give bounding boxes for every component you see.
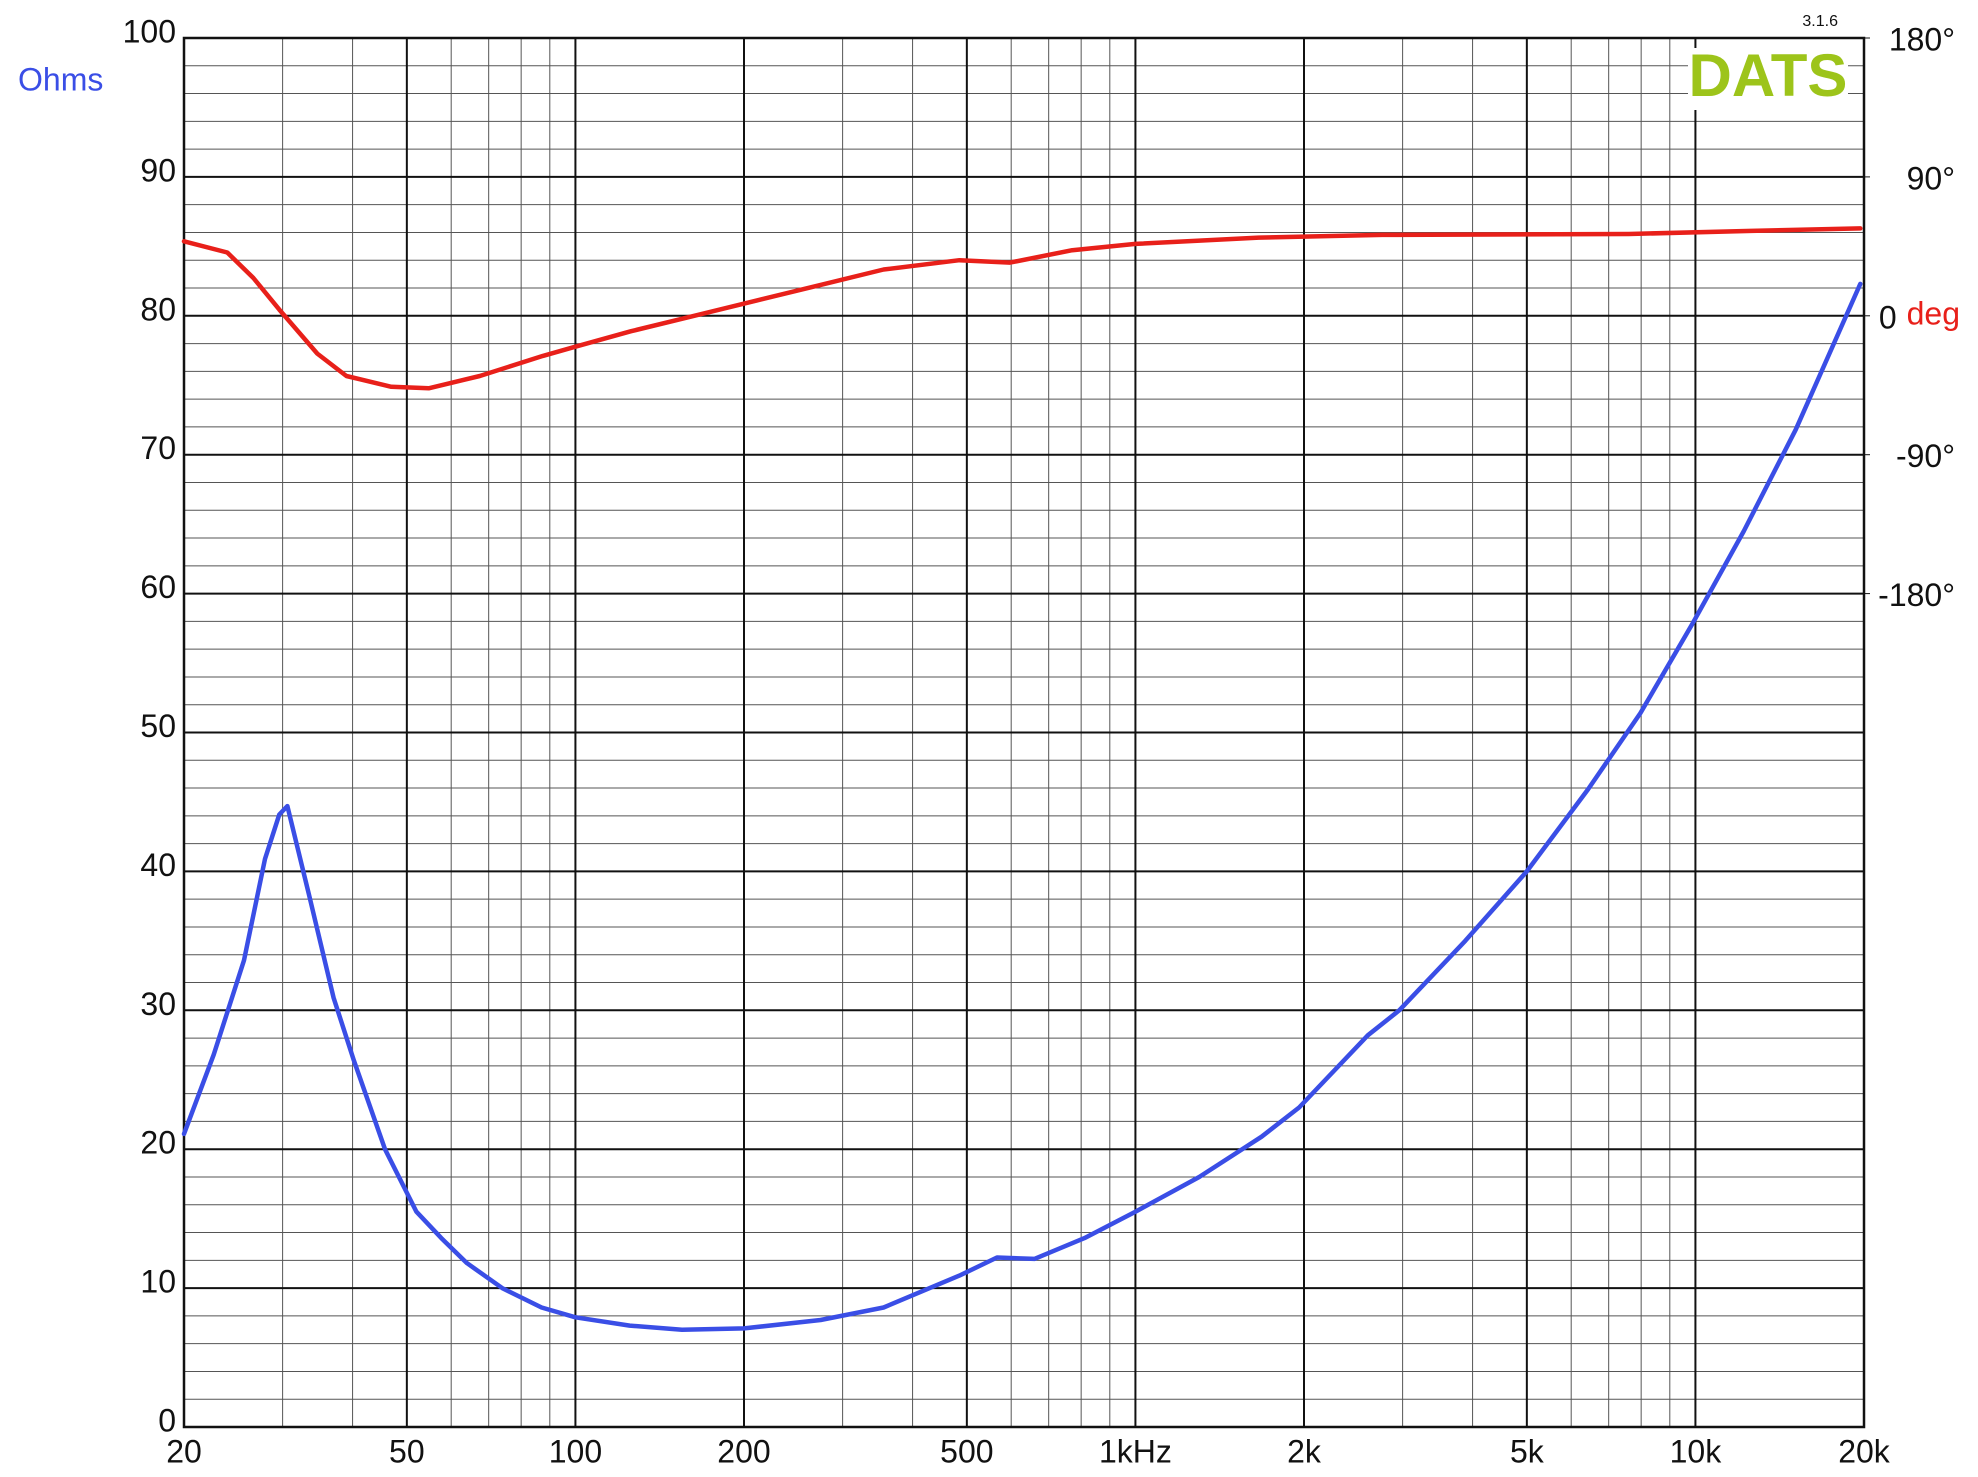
- x-tick-label: 20k: [1838, 1433, 1891, 1469]
- x-tick-label: 50: [389, 1433, 425, 1469]
- series-line: [181, 226, 1863, 391]
- y2-tick-label: -90°: [1896, 438, 1955, 474]
- y-tick-label: 20: [140, 1125, 176, 1161]
- x-tick-label: 5k: [1510, 1433, 1545, 1469]
- y-tick-label: 10: [140, 1264, 176, 1300]
- y2-tick-label: 180°: [1889, 21, 1955, 57]
- y2-tick-label: -180°: [1878, 577, 1955, 613]
- y-axis-label: Ohms: [18, 61, 103, 97]
- y2-axis-label: deg: [1907, 295, 1960, 331]
- y-tick-label: 100: [123, 13, 176, 49]
- y-tick-label: 30: [140, 986, 176, 1022]
- y2-tick-label: 0: [1879, 299, 1897, 335]
- y-tick-label: 0: [158, 1402, 176, 1438]
- watermark: DATS: [1689, 42, 1848, 109]
- y-tick-label: 60: [140, 569, 176, 605]
- x-tick-label: 10k: [1670, 1433, 1723, 1469]
- x-tick-label: 200: [717, 1433, 770, 1469]
- plot-border: [182, 36, 1866, 1429]
- watermark-bg: [1688, 48, 1848, 110]
- y-tick-label: 80: [140, 291, 176, 327]
- y-tick-label: 70: [140, 430, 176, 466]
- y-tick-label: 50: [140, 708, 176, 744]
- y-tick-label: 90: [140, 152, 176, 188]
- series-line: [181, 281, 1863, 1333]
- x-tick-label: 100: [549, 1433, 602, 1469]
- x-tick-label: 1kHz: [1099, 1433, 1172, 1469]
- x-tick-label: 2k: [1287, 1433, 1322, 1469]
- y-tick-label: 40: [140, 847, 176, 883]
- x-tick-label: 500: [940, 1433, 993, 1469]
- version: 3.1.6: [1802, 13, 1838, 30]
- y2-tick-label: 90°: [1907, 160, 1955, 196]
- x-tick-label: 20: [166, 1433, 202, 1469]
